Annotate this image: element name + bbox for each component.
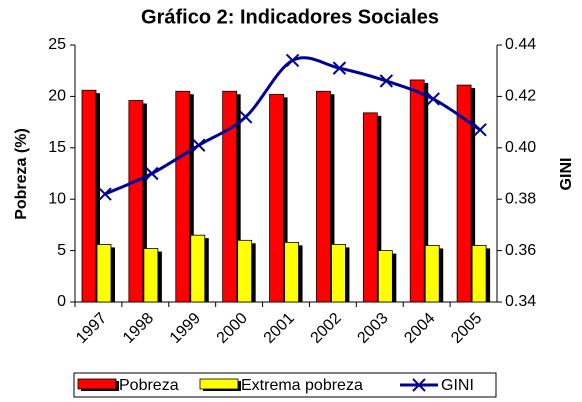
y2-axis-label: GINI [558,158,575,191]
y2-tick-label: 0.34 [505,293,536,310]
bar [377,250,393,303]
bar [222,90,238,303]
marker [192,138,206,152]
bar [269,93,284,303]
legend-marker [412,378,426,392]
x-tick-label: 1999 [167,310,204,347]
y-tick-label: 20 [48,88,66,105]
y2-tick-label: 0.44 [505,36,536,53]
bar [471,245,487,303]
bar [409,79,425,303]
y2-tick-label: 0.38 [505,190,536,207]
bar [362,112,378,303]
x-tick-label: 2002 [308,310,345,347]
marker [98,187,112,201]
marker [285,53,300,68]
bar [175,90,191,303]
legend-label: Extrema pobreza [241,377,363,394]
bar [128,100,144,303]
bar [424,245,440,303]
bar [316,90,331,303]
marker [145,166,159,181]
chart-title: Gráfico 2: Indicadores Sociales [141,6,439,28]
x-tick-label: 2003 [354,310,391,347]
y-axis-label: Pobreza (%) [13,128,30,220]
marker [426,92,440,106]
x-tick-label: 2001 [261,310,298,347]
x-tick-label: 2004 [401,310,438,347]
y2-tick-label: 0.36 [505,242,536,259]
y-tick-label: 25 [48,36,66,53]
y2-tick-label: 0.42 [505,88,536,105]
y2-tick-label: 0.40 [505,139,536,156]
marker [332,61,347,75]
bar [331,244,346,303]
legend-label: GINI [441,377,474,394]
marker [238,110,253,124]
x-tick-label: 2005 [448,310,485,347]
legend-label: Pobreza [119,377,179,394]
bar [190,234,206,303]
x-tick-label: 2000 [214,310,251,347]
y-tick-label: 15 [48,139,66,156]
bar [284,241,299,303]
x-tick-label: 1997 [73,310,110,347]
y-tick-label: 0 [57,293,66,310]
legend-swatch [77,378,117,390]
y-tick-label: 10 [48,190,66,207]
legend-swatch [199,378,239,390]
bar [96,244,112,303]
marker [379,74,394,88]
bar [237,239,253,303]
bar [143,248,159,303]
marker [473,123,487,137]
y-tick-label: 5 [57,242,66,259]
bar [456,84,472,303]
x-tick-label: 1998 [120,310,157,347]
bar [81,89,97,303]
